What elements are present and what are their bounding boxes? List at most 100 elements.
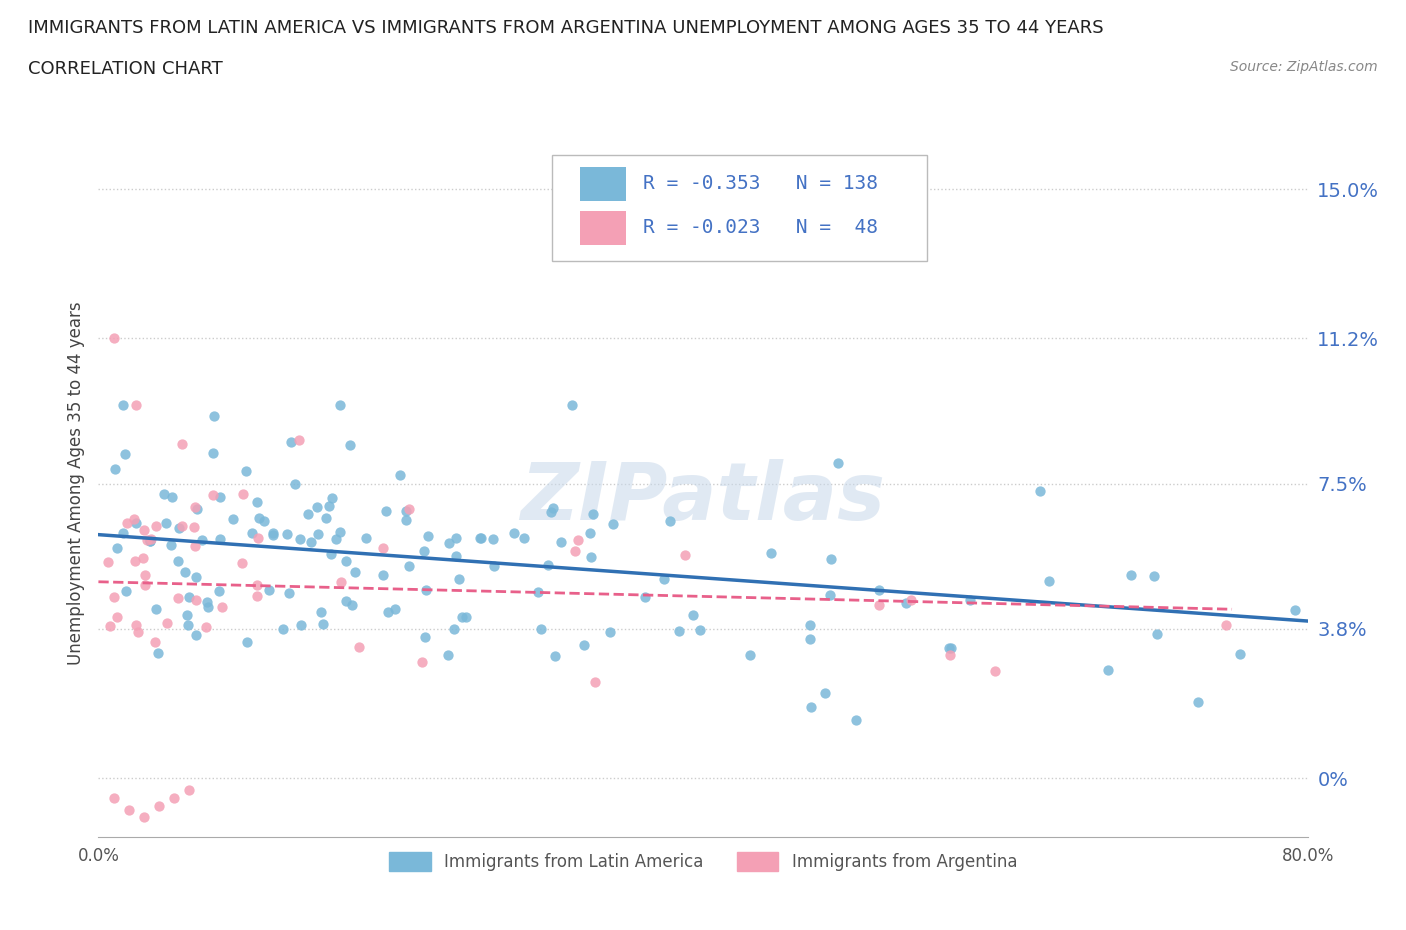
Point — [155, 515, 177, 530]
Point — [105, 610, 128, 625]
Point — [194, 619, 217, 634]
Point — [544, 648, 567, 663]
Point — [1038, 573, 1060, 588]
Point — [125, 398, 148, 413]
Point — [153, 486, 176, 501]
Point — [583, 674, 606, 689]
Point — [141, 531, 163, 546]
Point — [513, 531, 536, 546]
Point — [437, 536, 460, 551]
Point — [959, 592, 981, 607]
Point — [582, 507, 605, 522]
Point — [173, 565, 195, 579]
Point — [1215, 618, 1237, 632]
Point — [177, 590, 200, 604]
Point — [111, 525, 134, 540]
Point — [247, 511, 270, 525]
Point — [288, 531, 311, 546]
Point — [236, 635, 259, 650]
Point — [103, 331, 125, 346]
Point — [540, 505, 562, 520]
Point — [413, 543, 436, 558]
Point — [156, 616, 179, 631]
Point — [148, 798, 170, 813]
Point — [814, 686, 837, 701]
Point — [444, 549, 467, 564]
Point — [290, 618, 312, 632]
Text: CORRELATION CHART: CORRELATION CHART — [28, 60, 224, 78]
Point — [145, 601, 167, 616]
Point — [132, 810, 155, 825]
Point — [136, 533, 159, 548]
Point — [1229, 647, 1251, 662]
Text: Source: ZipAtlas.com: Source: ZipAtlas.com — [1230, 60, 1378, 74]
Point — [245, 578, 267, 592]
Point — [231, 555, 253, 570]
Point — [288, 432, 311, 447]
Y-axis label: Unemployment Among Ages 35 to 44 years: Unemployment Among Ages 35 to 44 years — [66, 302, 84, 665]
Point — [118, 802, 141, 817]
Point — [309, 604, 332, 619]
Point — [437, 647, 460, 662]
Point — [411, 655, 433, 670]
Point — [184, 569, 207, 584]
Point — [280, 434, 302, 449]
Point — [97, 555, 120, 570]
Point — [232, 486, 254, 501]
Point — [503, 525, 526, 540]
Point — [114, 447, 136, 462]
Point — [98, 618, 121, 633]
Point — [163, 790, 186, 805]
Text: IMMIGRANTS FROM LATIN AMERICA VS IMMIGRANTS FROM ARGENTINA UNEMPLOYMENT AMONG AG: IMMIGRANTS FROM LATIN AMERICA VS IMMIGRA… — [28, 19, 1104, 36]
Point — [325, 532, 347, 547]
Point — [668, 624, 690, 639]
Point — [103, 590, 125, 604]
Text: R = -0.023   N =  48: R = -0.023 N = 48 — [643, 219, 877, 237]
Point — [868, 583, 890, 598]
Point — [561, 398, 583, 413]
Point — [329, 398, 352, 413]
Point — [329, 525, 352, 539]
Point — [581, 550, 603, 565]
Point — [673, 548, 696, 563]
Text: ZIPatlas: ZIPatlas — [520, 458, 886, 537]
Point — [415, 582, 437, 597]
Point — [443, 621, 465, 636]
Point — [339, 437, 361, 452]
Point — [939, 647, 962, 662]
Point — [572, 637, 595, 652]
Point — [454, 609, 477, 624]
Point — [377, 605, 399, 620]
Point — [388, 468, 411, 483]
Point — [170, 437, 193, 452]
Point — [374, 504, 396, 519]
Point — [277, 586, 299, 601]
Point — [398, 501, 420, 516]
Point — [481, 532, 503, 547]
Point — [868, 598, 890, 613]
Point — [373, 568, 395, 583]
Point — [184, 538, 207, 553]
Point — [818, 588, 841, 603]
Point — [240, 526, 263, 541]
Point — [312, 617, 335, 631]
Point — [319, 547, 342, 562]
Point — [550, 535, 572, 550]
Point — [179, 782, 201, 797]
Point — [799, 618, 821, 632]
Point — [117, 515, 139, 530]
Point — [689, 623, 711, 638]
Point — [634, 589, 657, 604]
Point — [262, 525, 284, 540]
Point — [195, 595, 218, 610]
Point — [143, 634, 166, 649]
Point — [197, 600, 219, 615]
FancyBboxPatch shape — [579, 211, 626, 245]
Point — [335, 553, 357, 568]
Point — [602, 516, 624, 531]
Point — [299, 535, 322, 550]
Point — [252, 513, 274, 528]
Point — [1028, 484, 1050, 498]
Point — [122, 512, 145, 526]
Point — [447, 572, 470, 587]
